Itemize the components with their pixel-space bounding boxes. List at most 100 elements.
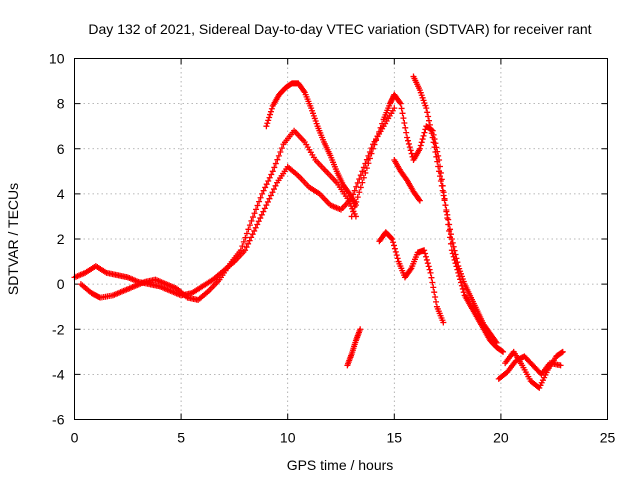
data-point bbox=[426, 266, 433, 273]
data-point bbox=[500, 348, 507, 355]
data-point bbox=[264, 120, 271, 127]
data-point bbox=[270, 186, 277, 193]
data-point bbox=[396, 99, 403, 106]
data-point bbox=[447, 226, 454, 233]
series-arc-g bbox=[344, 326, 364, 369]
data-point bbox=[406, 144, 413, 151]
data-point bbox=[272, 160, 279, 167]
data-point bbox=[418, 139, 425, 146]
data-point bbox=[432, 294, 439, 301]
data-point bbox=[368, 150, 375, 157]
data-point bbox=[246, 237, 253, 244]
data-point bbox=[442, 202, 449, 209]
data-point bbox=[440, 192, 447, 199]
data-point bbox=[445, 216, 452, 223]
data-point bbox=[392, 248, 399, 255]
data-point bbox=[275, 152, 282, 159]
data-point bbox=[351, 203, 358, 210]
x-tick-label: 20 bbox=[493, 430, 509, 446]
data-point bbox=[354, 194, 361, 201]
data-point bbox=[424, 109, 431, 116]
data-point bbox=[434, 158, 441, 165]
data-point bbox=[240, 238, 247, 245]
x-tick-label: 5 bbox=[177, 430, 185, 446]
data-point bbox=[428, 274, 435, 281]
data-point bbox=[263, 181, 270, 188]
x-tick-label: 0 bbox=[71, 430, 79, 446]
data-point bbox=[243, 244, 250, 251]
data-point bbox=[440, 319, 447, 326]
data-point bbox=[492, 338, 499, 345]
data-point bbox=[408, 150, 415, 157]
data-point bbox=[373, 137, 380, 144]
y-tick-label: -4 bbox=[52, 366, 65, 382]
data-point bbox=[262, 184, 269, 191]
data-point bbox=[248, 234, 255, 241]
data-point bbox=[252, 224, 259, 231]
y-axis-label: SDTVAR / TECUs bbox=[5, 183, 21, 295]
data-point bbox=[251, 227, 258, 234]
data-point bbox=[251, 210, 258, 217]
data-point bbox=[447, 231, 454, 238]
data-point bbox=[269, 189, 276, 196]
series-arc-d bbox=[348, 91, 507, 355]
data-point bbox=[430, 284, 437, 291]
data-point bbox=[417, 142, 424, 149]
data-point bbox=[448, 236, 455, 242]
data-point bbox=[402, 124, 409, 131]
data-point bbox=[439, 187, 446, 194]
data-point bbox=[388, 235, 395, 242]
data-point bbox=[266, 114, 273, 121]
data-point bbox=[422, 253, 429, 260]
series-arc-b bbox=[77, 127, 359, 303]
data-point bbox=[428, 130, 435, 137]
data-point bbox=[422, 250, 429, 257]
y-tick-label: 2 bbox=[57, 231, 65, 247]
data-point bbox=[429, 279, 436, 286]
series-arc-j bbox=[495, 353, 564, 382]
y-tick-label: -2 bbox=[52, 321, 65, 337]
x-tick-label: 10 bbox=[280, 430, 296, 446]
data-point bbox=[269, 168, 276, 175]
data-point bbox=[267, 111, 274, 118]
data-point bbox=[259, 190, 266, 197]
data-point bbox=[261, 205, 268, 212]
data-point bbox=[432, 148, 439, 155]
data-point bbox=[369, 145, 376, 152]
data-point bbox=[441, 197, 448, 204]
data-point bbox=[348, 213, 355, 220]
data-point bbox=[377, 124, 384, 131]
data-point bbox=[423, 256, 430, 263]
data-point bbox=[362, 169, 369, 176]
data-point bbox=[450, 243, 457, 250]
data-point bbox=[416, 197, 423, 204]
data-point bbox=[272, 182, 279, 189]
data-point bbox=[376, 128, 383, 135]
data-point bbox=[433, 153, 440, 160]
y-tick-label: 8 bbox=[57, 96, 65, 112]
data-point bbox=[391, 105, 398, 112]
data-point bbox=[263, 202, 270, 209]
data-point bbox=[245, 226, 252, 233]
data-point bbox=[350, 208, 357, 215]
data-point bbox=[260, 208, 267, 215]
data-point bbox=[239, 243, 246, 250]
tick-layer: 0 5 10 15 20 25 -6 -4 -2 0 2 4 6 8 10 bbox=[49, 51, 616, 446]
series-arc-i bbox=[502, 348, 566, 391]
data-point bbox=[356, 189, 363, 196]
data-point bbox=[436, 173, 443, 180]
series-arc-h bbox=[391, 157, 423, 204]
series-arc-e bbox=[410, 73, 500, 346]
data-point bbox=[248, 217, 255, 224]
x-axis-label: GPS time / hours bbox=[287, 457, 394, 473]
data-point bbox=[260, 187, 267, 194]
data-point bbox=[254, 202, 261, 209]
data-point bbox=[401, 119, 408, 126]
data-point bbox=[398, 105, 405, 112]
data-point bbox=[300, 88, 307, 95]
data-point bbox=[405, 137, 412, 144]
data-point bbox=[425, 263, 432, 270]
data-point bbox=[453, 255, 460, 262]
data-point bbox=[265, 177, 272, 184]
